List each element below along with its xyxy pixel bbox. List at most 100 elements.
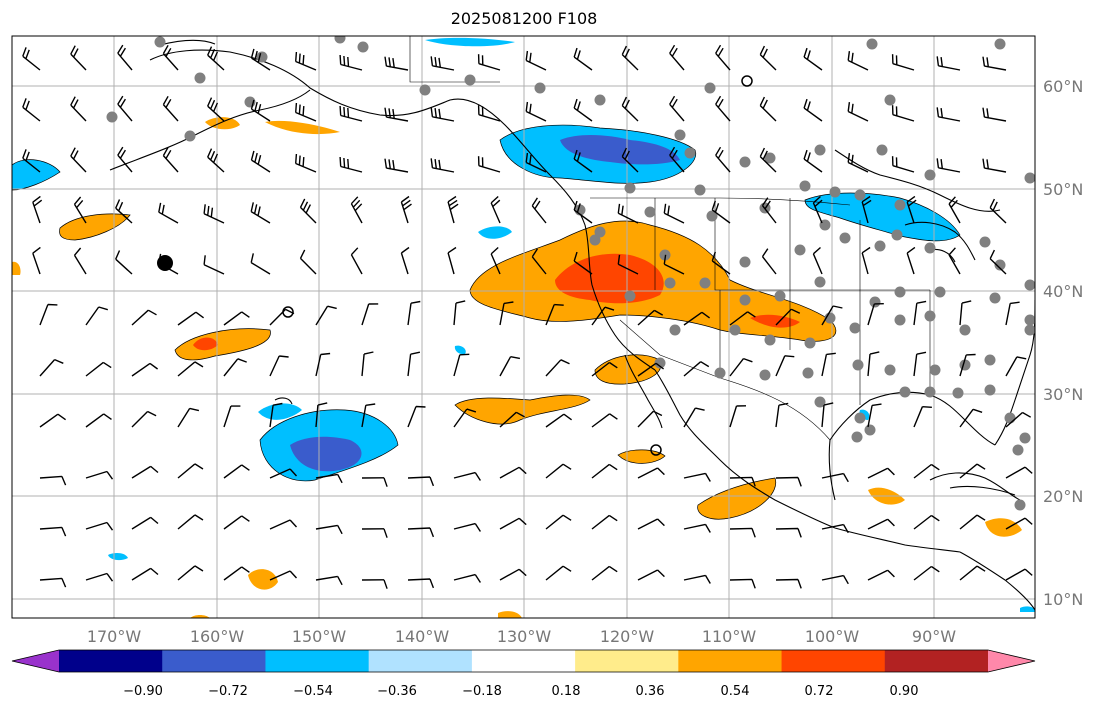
wind-barb	[867, 518, 895, 530]
station-dot	[194, 72, 206, 84]
station-dot	[851, 431, 863, 443]
wind-barb	[803, 47, 823, 71]
wind-barb	[315, 305, 337, 326]
wind-barb	[499, 356, 521, 377]
wind-barb	[913, 463, 940, 479]
station-dot	[894, 199, 906, 211]
wind-barb	[177, 514, 204, 530]
wind-barb	[223, 311, 250, 326]
wind-barb	[499, 517, 527, 530]
high-center-marker	[741, 75, 753, 87]
station-dot	[706, 210, 718, 222]
colorbar-segment	[884, 650, 989, 672]
wind-barb	[1005, 466, 1033, 479]
wind-barb	[453, 471, 481, 481]
wind-barb	[525, 152, 547, 173]
wind-barb	[821, 402, 834, 428]
wind-barb	[73, 196, 87, 224]
wind-barb	[131, 362, 159, 377]
wind-barb	[525, 101, 547, 122]
wind-barb	[85, 361, 112, 377]
wind-barb	[621, 96, 639, 122]
wind-barb	[361, 403, 376, 428]
station-dot	[891, 229, 903, 241]
wind-barb	[22, 98, 41, 122]
wind-barb	[715, 95, 731, 122]
station-dot	[624, 182, 636, 194]
station-dot	[664, 277, 676, 289]
wind-barb	[207, 97, 225, 122]
wind-barb	[637, 410, 663, 428]
wind-barb	[453, 522, 481, 532]
wind-barb	[729, 527, 756, 538]
station-dot	[419, 84, 431, 96]
wind-barb	[545, 359, 570, 377]
wind-barb	[250, 99, 271, 122]
wind-barb	[913, 565, 940, 581]
station-dot	[979, 236, 991, 248]
colorbar-tick-label: −0.54	[293, 684, 333, 699]
wind-barb	[959, 565, 986, 581]
wind-barb	[573, 251, 593, 275]
colorbar-tick-label: −0.36	[377, 684, 417, 699]
wind-barb	[203, 255, 225, 275]
wind-barb	[384, 56, 409, 71]
wind-barb	[70, 147, 87, 173]
wind-barb	[315, 402, 328, 428]
wind-barb	[250, 48, 271, 71]
colorbar-tick-label: −0.18	[462, 684, 502, 699]
wind-barb	[948, 196, 961, 224]
wind-barb	[177, 407, 200, 428]
wind-barb	[711, 200, 731, 224]
station-dot	[589, 234, 601, 246]
wind-barb	[545, 463, 572, 479]
wind-barb	[775, 402, 789, 428]
station-dot	[854, 412, 866, 424]
station-dot	[799, 180, 811, 192]
wind-barb	[891, 54, 915, 71]
wind-barb	[39, 303, 58, 326]
colorbar-segment	[471, 650, 576, 672]
wind-barb	[39, 577, 67, 588]
wind-barb	[847, 51, 869, 71]
wind-barb	[131, 465, 159, 479]
wind-barb	[1005, 568, 1033, 581]
station-dot	[1024, 314, 1035, 326]
wind-barb	[821, 472, 849, 483]
station-dot	[729, 324, 741, 336]
shading-layer	[12, 37, 1035, 618]
wind-barb	[775, 578, 802, 589]
wind-barb	[637, 309, 664, 326]
wind-barb	[70, 96, 87, 122]
wind-barb	[1005, 301, 1020, 326]
wind-barb	[85, 521, 114, 531]
wind-barb	[250, 253, 271, 275]
station-dot	[684, 147, 696, 159]
wind-barb	[545, 413, 573, 428]
wind-barb	[621, 147, 639, 173]
station-dot	[924, 386, 936, 398]
wind-barb	[295, 102, 317, 122]
graticule	[12, 36, 1035, 618]
wind-barb	[913, 406, 932, 428]
station-dot	[884, 94, 896, 106]
wind-barb	[663, 203, 685, 224]
wind-barb	[637, 518, 665, 530]
wind-barb	[959, 408, 983, 428]
wind-barb	[936, 107, 961, 122]
colorbar-segment	[162, 650, 266, 672]
wind-barb	[669, 44, 685, 71]
wind-barb	[663, 254, 685, 275]
wind-barb	[729, 311, 756, 326]
wind-barb	[477, 54, 501, 71]
station-dot	[1004, 412, 1016, 424]
wind-barb	[867, 467, 895, 479]
wind-barb	[499, 466, 527, 479]
wind-barb	[350, 247, 363, 275]
wind-barb	[1005, 517, 1033, 530]
station-markers	[106, 36, 1035, 511]
station-dot	[852, 359, 864, 371]
wind-barb	[982, 107, 1007, 122]
wind-barb	[775, 476, 802, 487]
station-dot	[894, 314, 906, 326]
